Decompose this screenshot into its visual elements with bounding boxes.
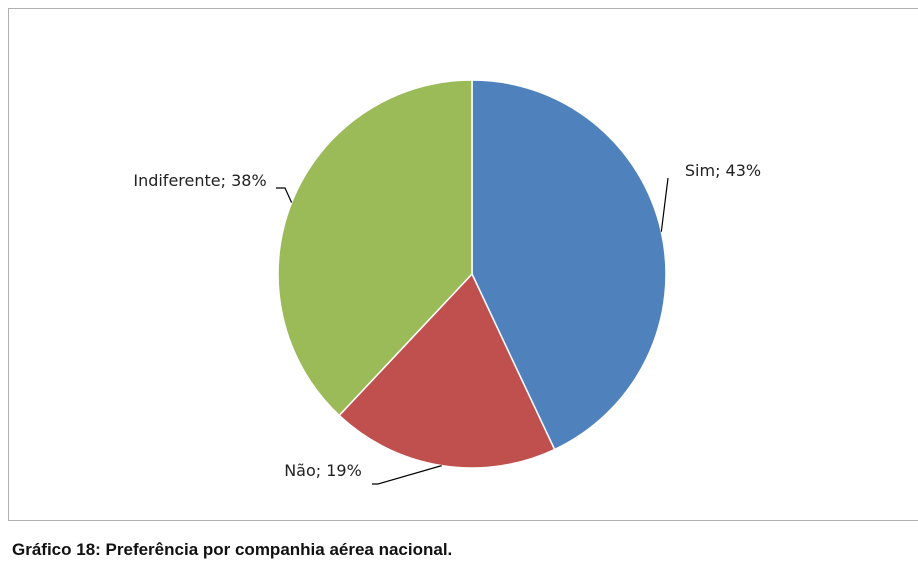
chart-title: Gráfico 18: Preferência por companhia aé… — [12, 540, 453, 559]
leader-line — [660, 177, 669, 232]
data-label: Indiferente; 38% — [133, 171, 267, 190]
pie-slice — [471, 79, 667, 451]
pie-slice — [338, 272, 556, 469]
leader-line — [276, 187, 293, 203]
data-label: Não; 19% — [284, 461, 362, 480]
pie-slice — [277, 79, 473, 417]
leader-line — [372, 465, 442, 485]
data-label: Sim; 43% — [684, 161, 762, 180]
